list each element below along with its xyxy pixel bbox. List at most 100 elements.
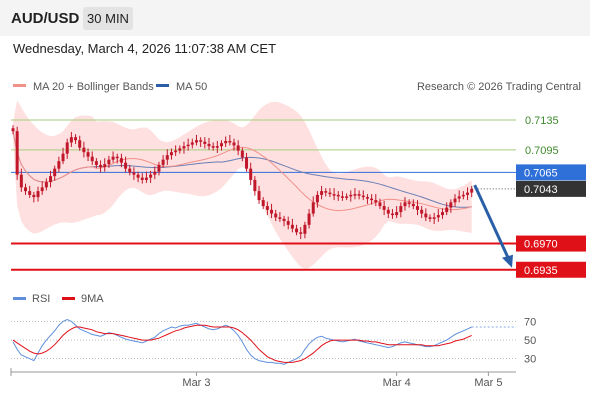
- candle: [165, 149, 169, 165]
- legend-9ma-swatch: [62, 297, 75, 300]
- candle: [378, 198, 382, 210]
- candle: [374, 194, 378, 207]
- timeframe-badge[interactable]: 30 MIN: [83, 7, 133, 30]
- candle-body: [349, 194, 353, 197]
- candle: [249, 162, 253, 186]
- x-tick-label: Mar 4: [383, 377, 411, 389]
- candle-body: [169, 152, 173, 156]
- candle: [340, 191, 344, 201]
- candle: [436, 209, 440, 222]
- legend-rsi-swatch: [13, 297, 26, 300]
- rsi-tick-label: 30: [524, 354, 536, 366]
- candle: [299, 227, 303, 240]
- rsi-series-rsi: [12, 319, 472, 365]
- candle: [19, 168, 23, 192]
- candle: [324, 188, 328, 197]
- candle-body: [290, 224, 294, 229]
- candle: [215, 140, 219, 153]
- candle-body: [228, 140, 232, 143]
- candle-body: [78, 140, 82, 148]
- candle: [349, 190, 353, 202]
- candle: [15, 126, 19, 180]
- candle: [124, 156, 128, 173]
- candle-body: [69, 137, 73, 143]
- candle: [386, 206, 390, 219]
- candle: [61, 147, 65, 165]
- candle-body: [441, 212, 445, 216]
- candle-body: [303, 224, 307, 234]
- candle-body: [386, 209, 390, 214]
- candle-body: [215, 146, 219, 148]
- candle: [240, 147, 244, 162]
- candle-body: [240, 150, 244, 158]
- candle-body: [49, 176, 53, 183]
- candle-body: [144, 177, 148, 180]
- candle-body: [186, 144, 190, 147]
- candle: [232, 138, 236, 151]
- candle: [428, 214, 432, 222]
- candle: [111, 151, 115, 163]
- candle-body: [157, 164, 161, 172]
- candle-body: [470, 188, 474, 193]
- candle: [74, 134, 78, 144]
- candle: [40, 181, 44, 195]
- candle-body: [457, 196, 461, 199]
- candle: [257, 185, 261, 204]
- candle: [57, 156, 61, 173]
- candle-body: [324, 191, 328, 193]
- candle-body: [207, 143, 211, 147]
- level-box-0.6970: [516, 235, 586, 252]
- level-label-0.7065: 0.7065: [524, 167, 558, 179]
- current-price-box: [516, 180, 586, 197]
- candle-body: [194, 140, 198, 143]
- candle: [411, 199, 415, 210]
- candle: [236, 140, 240, 156]
- candle-body: [307, 213, 311, 225]
- candle: [278, 212, 282, 222]
- candle-body: [57, 161, 61, 169]
- candle-body: [282, 218, 286, 222]
- candle: [220, 140, 223, 151]
- candle-body: [220, 143, 223, 147]
- candle-body: [178, 148, 182, 151]
- price-overlay: 0.7043: [471, 180, 586, 268]
- candle: [53, 165, 57, 181]
- candle-body: [278, 217, 282, 219]
- candle: [320, 185, 324, 200]
- x-axis: Mar 3 Mar 4 Mar 5: [10, 368, 516, 389]
- x-tick-label: Mar 3: [182, 377, 210, 389]
- candle-body: [224, 140, 228, 144]
- candle-body: [399, 206, 403, 213]
- candle-body: [274, 213, 278, 218]
- candle-body: [182, 146, 186, 149]
- candle-body: [74, 137, 78, 141]
- candle: [353, 188, 357, 200]
- candle: [345, 193, 349, 201]
- candle: [274, 209, 278, 222]
- candle: [370, 194, 374, 205]
- candle-body: [395, 212, 399, 216]
- candle-body: [374, 200, 378, 203]
- candle: [94, 158, 98, 168]
- candle-body: [119, 158, 123, 163]
- candle-body: [420, 209, 424, 214]
- candle: [457, 190, 461, 203]
- candle-body: [149, 174, 153, 178]
- candle: [144, 171, 148, 183]
- candle-body: [340, 196, 344, 198]
- candle-body: [132, 172, 136, 175]
- candle-body: [249, 168, 253, 180]
- candle: [211, 142, 215, 151]
- candle: [399, 202, 403, 218]
- candle-body: [15, 131, 19, 175]
- candle-body: [390, 213, 394, 216]
- candle: [403, 197, 407, 211]
- candle: [307, 209, 311, 229]
- candle-body: [265, 206, 269, 210]
- candle: [132, 167, 136, 180]
- candle-body: [199, 140, 203, 142]
- candle: [65, 138, 69, 159]
- candle-body: [315, 194, 319, 203]
- candle-body: [203, 141, 207, 144]
- candle: [265, 201, 269, 216]
